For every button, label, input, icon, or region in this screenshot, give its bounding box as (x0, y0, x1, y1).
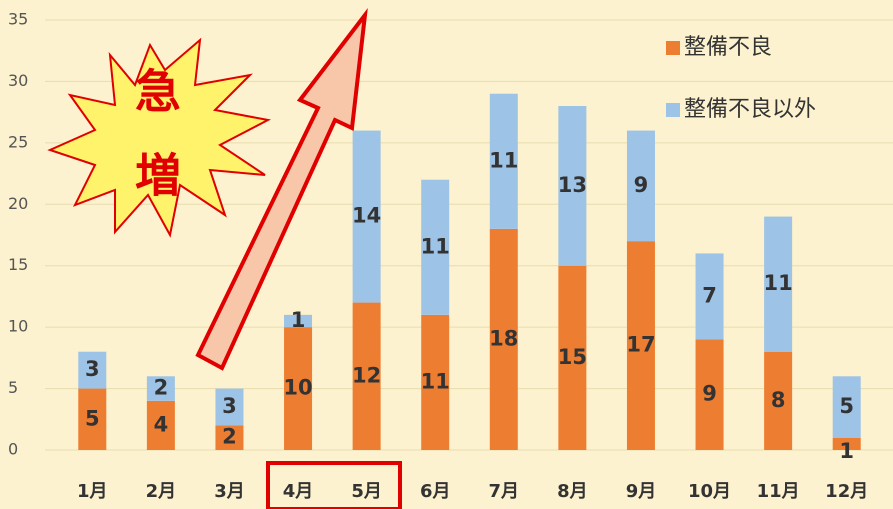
legend-label: 整備不良以外 (684, 97, 816, 122)
data-label: 17 (626, 333, 655, 357)
x-tick-label: 5月 (351, 481, 382, 502)
y-tick-label: 15 (8, 255, 28, 274)
legend-swatch (666, 41, 680, 55)
annotation: 急 (135, 65, 181, 119)
data-label: 5 (839, 394, 854, 418)
data-label: 5 (85, 406, 100, 430)
x-tick-label: 7月 (489, 481, 520, 502)
data-label: 14 (352, 204, 381, 228)
x-tick-label: 9月 (626, 481, 657, 502)
data-label: 18 (489, 326, 518, 350)
data-label: 10 (283, 376, 312, 400)
chart: 05101520253035 1月532月423月234月1015月12146月… (0, 0, 893, 509)
y-tick-label: 25 (8, 132, 28, 151)
data-label: 2 (222, 425, 237, 449)
data-label: 9 (702, 382, 717, 406)
y-tick-label: 5 (8, 378, 18, 397)
y-tick-label: 10 (8, 317, 28, 336)
data-label: 15 (558, 345, 587, 369)
data-label: 11 (489, 148, 518, 172)
x-tick-label: 11月 (757, 481, 800, 502)
data-label: 13 (558, 173, 587, 197)
y-tick-label: 0 (8, 440, 18, 459)
y-tick-label: 35 (8, 10, 28, 29)
legend-swatch (666, 103, 680, 117)
x-tick-label: 10月 (688, 481, 731, 502)
x-tick-label: 6月 (420, 481, 451, 502)
y-tick-label: 30 (8, 71, 28, 90)
arrow (198, 15, 365, 368)
data-label: 8 (771, 388, 786, 412)
x-tick-label: 3月 (214, 481, 245, 502)
x-tick-label: 8月 (557, 481, 588, 502)
data-label: 3 (85, 357, 100, 381)
legend-label: 整備不良 (684, 35, 772, 60)
data-label: 11 (421, 369, 450, 393)
x-tick-label: 2月 (146, 481, 177, 502)
data-label: 7 (702, 283, 717, 307)
data-label: 2 (154, 376, 169, 400)
data-label: 12 (352, 363, 381, 387)
x-tick-label: 4月 (283, 481, 314, 502)
data-label: 3 (222, 394, 237, 418)
y-tick-label: 20 (8, 194, 28, 213)
annotation: 増 (135, 149, 181, 203)
data-label: 1 (839, 439, 854, 463)
x-tick-label: 1月 (77, 481, 108, 502)
data-label: 4 (154, 412, 169, 436)
data-label: 11 (421, 234, 450, 258)
data-label: 9 (634, 173, 649, 197)
data-label: 11 (764, 271, 793, 295)
x-tick-label: 12月 (825, 481, 868, 502)
data-label: 1 (291, 308, 306, 332)
